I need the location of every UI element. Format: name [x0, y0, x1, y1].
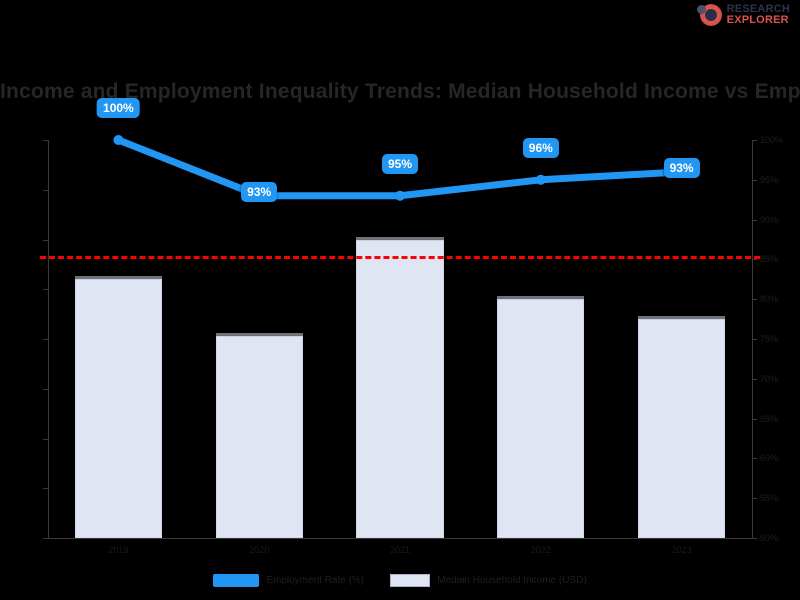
y-tick-right: 60% [760, 453, 779, 464]
legend-item-1[interactable]: Median Household Income (USD) [390, 574, 587, 587]
x-tick-2021: 2021 [389, 545, 411, 555]
line-marker-2022[interactable] [535, 174, 546, 185]
y-tick-mark-right [752, 458, 757, 460]
plot-area: 120K105K90K75K60K45K30K15K0 100%95%90%85… [40, 98, 783, 543]
y-tick-mark-right [752, 140, 757, 141]
legend-swatch-line [213, 574, 260, 587]
y-tick-right: 100% [760, 135, 784, 145]
logo-emblem-icon [696, 4, 722, 27]
logo-line-2: EXPLORER [726, 14, 789, 27]
point-label-2021: 95% [381, 153, 419, 174]
y-tick-mark-right [752, 299, 757, 301]
y-tick-right: 95% [760, 174, 779, 185]
x-tick-2022: 2022 [530, 545, 551, 555]
point-label-2019: 100% [97, 98, 140, 118]
y-tick-mark-right [752, 378, 757, 380]
x-axis [48, 538, 752, 539]
y-tick-mark-left [43, 239, 48, 241]
legend-label: Median Household Income (USD) [437, 575, 587, 586]
point-label-2022: 96% [522, 137, 559, 158]
x-tick-2020: 2020 [249, 545, 270, 555]
y-tick-mark-left [43, 339, 48, 340]
bar-cap [356, 236, 444, 241]
y-axis-left [48, 140, 49, 538]
y-tick-right: 90% [760, 214, 779, 225]
bar-cap [497, 296, 585, 301]
y-tick-mark-right [752, 538, 757, 539]
bar-cap [637, 316, 726, 321]
y-tick-mark-left [43, 488, 48, 490]
y-tick-right: 70% [760, 373, 779, 384]
bar-cap [215, 332, 303, 337]
bar-2021[interactable] [356, 236, 444, 538]
y-tick-mark-right [752, 179, 757, 181]
y-tick-mark-left [43, 140, 48, 141]
x-tick-2023: 2023 [671, 545, 692, 555]
bar-2022[interactable] [497, 296, 585, 538]
legend-label: Employment Rate (%) [266, 575, 365, 586]
y-tick-right: 85% [760, 254, 779, 265]
y-tick-right: 80% [760, 294, 779, 305]
y-tick-mark-left [43, 538, 48, 539]
legend-swatch-bar [390, 574, 431, 587]
y-tick-mark-right [752, 339, 757, 340]
y-tick-right: 55% [760, 493, 779, 504]
y-tick-right: 65% [760, 413, 779, 424]
y-tick-mark-right [752, 498, 757, 500]
y-tick-mark-right [752, 259, 757, 261]
line-series [113, 135, 687, 201]
y-tick-mark-left [43, 189, 48, 191]
line-marker-2019[interactable] [113, 135, 124, 145]
bar-2020[interactable] [215, 332, 303, 538]
brand-logo: RESEARCH EXPLORER [696, 3, 790, 27]
y-tick-mark-right [752, 418, 757, 420]
line-marker-2021[interactable] [395, 190, 405, 201]
y-tick-mark-right [752, 219, 757, 221]
y-tick-right: 75% [760, 334, 779, 344]
point-label-2023: 93% [663, 157, 700, 178]
bar-2023[interactable] [637, 316, 726, 538]
legend-item-0[interactable]: Employment Rate (%) [213, 574, 364, 587]
point-label-2020: 93% [241, 181, 278, 202]
y-tick-mark-left [43, 438, 48, 440]
target-reference-line [40, 256, 760, 260]
x-tick-2019: 2019 [108, 545, 129, 555]
y-tick-mark-left [43, 388, 48, 390]
logo-line-1: RESEARCH [726, 3, 790, 15]
chart-legend: Employment Rate (%) Median Household Inco… [0, 574, 800, 587]
y-tick-right: 50% [760, 533, 779, 543]
bar-cap [74, 276, 163, 281]
y-tick-mark-left [43, 289, 48, 291]
bar-2019[interactable] [74, 276, 163, 538]
logo-wordmark: RESEARCH EXPLORER [726, 3, 790, 27]
chart-title: Income and Employment Inequality Trends:… [0, 80, 800, 103]
